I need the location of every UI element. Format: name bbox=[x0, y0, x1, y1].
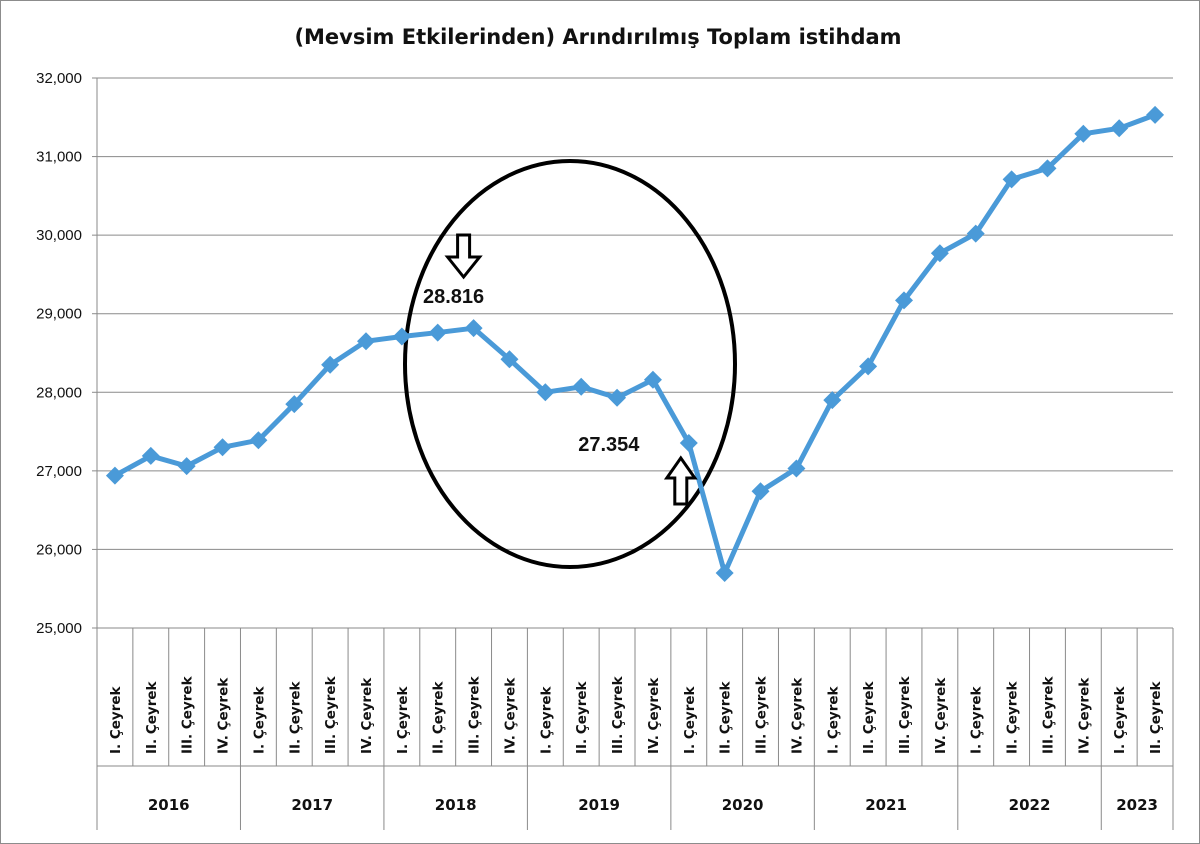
data-point bbox=[751, 482, 770, 501]
data-point bbox=[321, 355, 340, 374]
data-point bbox=[859, 357, 878, 376]
x-tick-label: IV. Çeyrek bbox=[1076, 677, 1092, 754]
x-tick-label: I. Çeyrek bbox=[395, 685, 411, 754]
data-point bbox=[105, 466, 124, 485]
annotations: 28.816 27.354 bbox=[423, 233, 698, 506]
data-point bbox=[536, 383, 555, 402]
y-tick-label: 28,000 bbox=[36, 384, 82, 401]
x-tick-label: III. Çeyrek bbox=[1040, 675, 1056, 754]
x-tick-label: III. Çeyrek bbox=[754, 675, 770, 754]
x-tick-label: III. Çeyrek bbox=[897, 675, 913, 754]
data-point bbox=[141, 446, 160, 465]
x-tick-label: I. Çeyrek bbox=[251, 685, 267, 754]
x-tick-label: I. Çeyrek bbox=[538, 685, 554, 754]
data-point bbox=[500, 350, 519, 369]
data-point bbox=[608, 388, 627, 407]
annotation-max: 28.816 bbox=[423, 286, 484, 308]
x-tick-label: II. Çeyrek bbox=[144, 680, 160, 754]
down-arrow-icon bbox=[444, 233, 483, 280]
y-tick-label: 30,000 bbox=[36, 227, 82, 244]
series-line bbox=[105, 105, 1165, 582]
data-point bbox=[823, 391, 842, 410]
year-label: 2017 bbox=[291, 796, 333, 814]
up-arrow-icon bbox=[663, 455, 698, 506]
x-tick-label: III. Çeyrek bbox=[467, 675, 483, 754]
data-point bbox=[1110, 119, 1129, 138]
x-tick-label: III. Çeyrek bbox=[610, 675, 626, 754]
highlight-ellipse bbox=[403, 159, 737, 569]
data-point bbox=[1074, 124, 1093, 143]
data-point bbox=[249, 431, 268, 450]
x-tick-label: I. Çeyrek bbox=[108, 685, 124, 754]
x-axis: 2016 2017 2018 2019 2020 2021 2022 2023 I. Çeyre… bbox=[96, 628, 1174, 830]
x-tick-label: IV. Çeyrek bbox=[216, 677, 232, 754]
data-point bbox=[464, 319, 483, 338]
x-tick-label: IV. Çeyrek bbox=[502, 677, 518, 754]
data-point bbox=[679, 434, 698, 453]
year-label: 2019 bbox=[578, 796, 620, 814]
x-tick-label: III. Çeyrek bbox=[323, 675, 339, 754]
year-label: 2021 bbox=[865, 796, 907, 814]
y-tick-label: 27,000 bbox=[36, 463, 82, 480]
data-point bbox=[966, 224, 985, 243]
x-tick-label: IV. Çeyrek bbox=[933, 677, 949, 754]
x-tick-label: III. Çeyrek bbox=[180, 675, 196, 754]
data-point bbox=[177, 457, 196, 476]
data-point bbox=[213, 438, 232, 457]
x-tick-label: IV. Çeyrek bbox=[359, 677, 375, 754]
x-tick-label: II. Çeyrek bbox=[287, 680, 303, 754]
x-tick-label: I. Çeyrek bbox=[969, 685, 985, 754]
x-tick-label: I. Çeyrek bbox=[682, 685, 698, 754]
data-point bbox=[572, 377, 591, 396]
x-tick-label: I. Çeyrek bbox=[1112, 685, 1128, 754]
y-tick-label: 31,000 bbox=[36, 149, 82, 166]
data-point bbox=[285, 395, 304, 414]
x-tick-label: IV. Çeyrek bbox=[789, 677, 805, 754]
x-tick-label: I. Çeyrek bbox=[825, 685, 841, 754]
x-tick-label: II. Çeyrek bbox=[431, 680, 447, 754]
chart-title: (Mevsim Etkilerinden) Arındırılmış Topla… bbox=[294, 25, 901, 49]
y-tick-label: 25,000 bbox=[36, 620, 82, 637]
x-tick-label: II. Çeyrek bbox=[861, 680, 877, 754]
data-point bbox=[1038, 159, 1057, 178]
x-tick-label: II. Çeyrek bbox=[1148, 680, 1164, 754]
year-label: 2023 bbox=[1116, 796, 1158, 814]
data-point bbox=[392, 327, 411, 346]
data-point bbox=[895, 291, 913, 310]
y-tick-labels: 25,000 26,000 27,000 28,000 29,000 30,000 31,0… bbox=[36, 70, 82, 637]
data-point bbox=[715, 564, 734, 582]
data-point bbox=[643, 370, 662, 389]
x-tick-label: II. Çeyrek bbox=[1005, 680, 1021, 754]
year-label: 2018 bbox=[435, 796, 477, 814]
data-point bbox=[357, 332, 375, 351]
data-point bbox=[428, 323, 447, 342]
gridlines bbox=[92, 77, 1173, 629]
y-tick-label: 29,000 bbox=[36, 306, 82, 323]
year-label: 2016 bbox=[148, 796, 190, 814]
y-tick-label: 26,000 bbox=[36, 541, 82, 558]
data-point bbox=[1146, 105, 1165, 124]
series-polyline bbox=[113, 112, 1156, 576]
year-label: 2020 bbox=[722, 796, 764, 814]
x-tick-label: IV. Çeyrek bbox=[646, 677, 662, 754]
annotation-min: 27.354 bbox=[578, 434, 640, 456]
year-label: 2022 bbox=[1009, 796, 1051, 814]
data-point bbox=[1002, 170, 1021, 189]
data-point bbox=[930, 244, 949, 263]
y-tick-label: 32,000 bbox=[36, 70, 82, 87]
x-tick-label: II. Çeyrek bbox=[574, 680, 590, 754]
x-tick-label: II. Çeyrek bbox=[718, 680, 734, 754]
data-point bbox=[787, 459, 806, 478]
